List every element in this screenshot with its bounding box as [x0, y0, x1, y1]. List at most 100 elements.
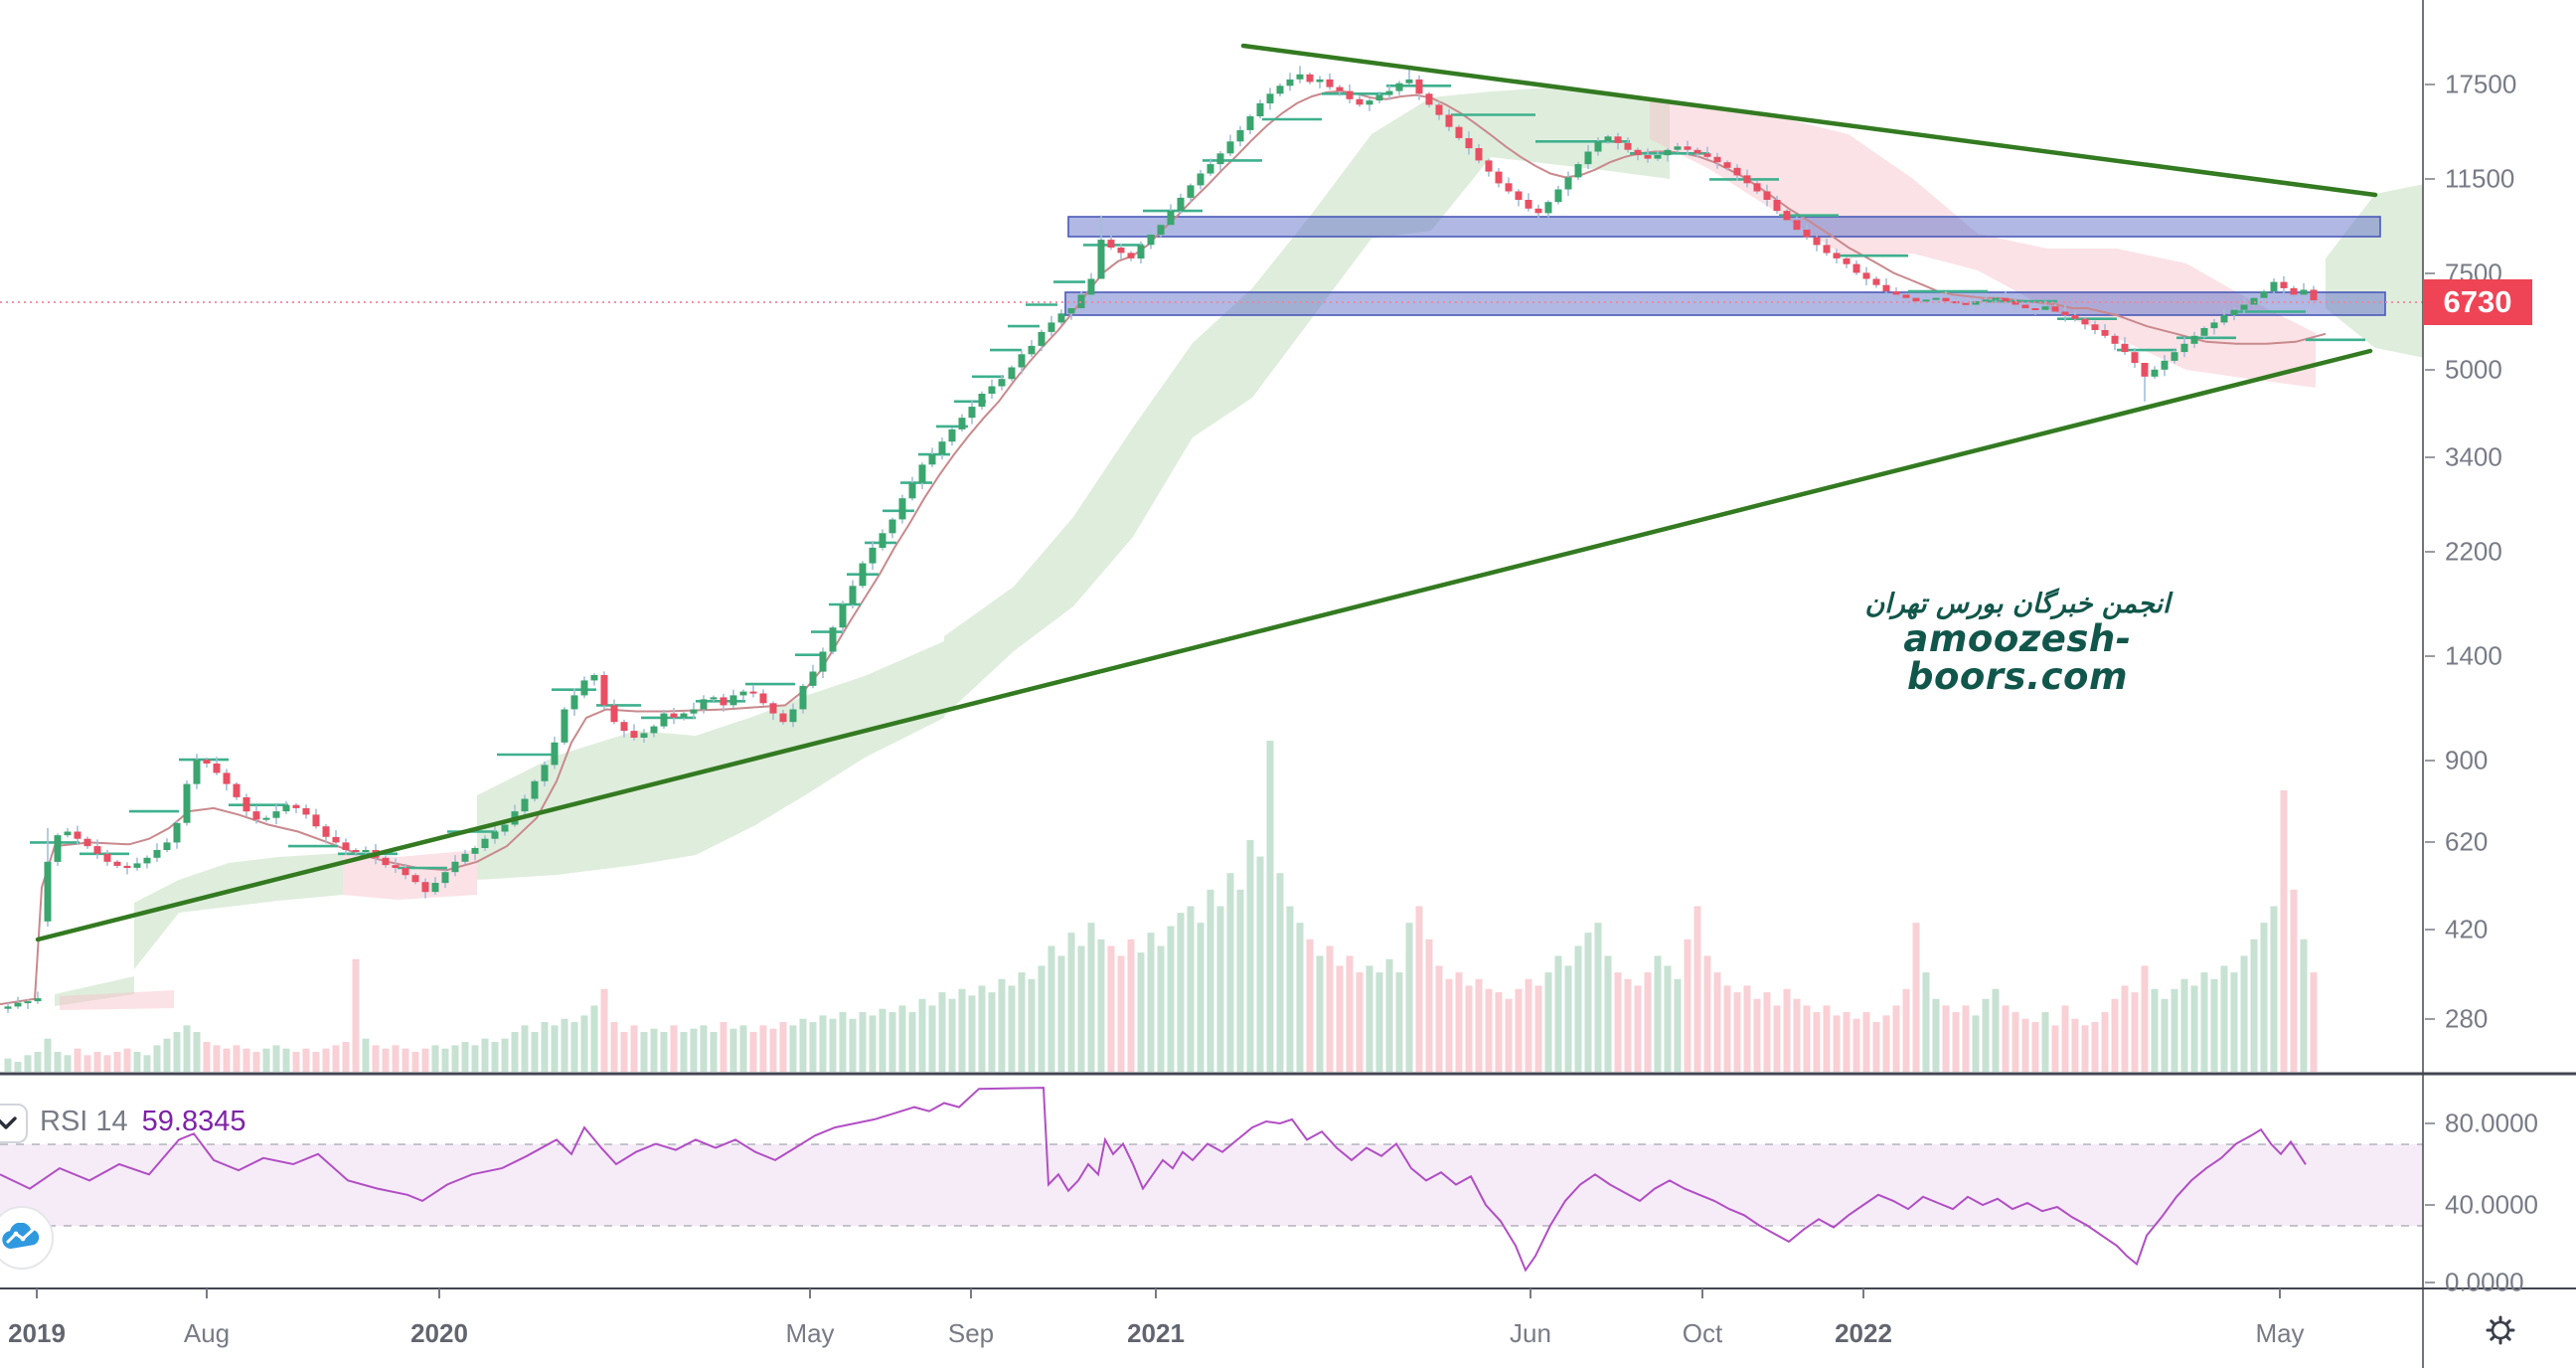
timezone-settings-button[interactable] [2483, 1312, 2518, 1348]
candle-body [2021, 304, 2029, 308]
volume-bar [2200, 972, 2208, 1072]
candle-body [1982, 299, 1990, 302]
volume-bar [1326, 945, 1334, 1072]
volume-bar [1167, 926, 1175, 1072]
candle-body [223, 772, 231, 784]
broker-logo-badge[interactable] [0, 1206, 54, 1270]
volume-bar [223, 1048, 231, 1072]
candle-body [600, 675, 608, 706]
volume-bar [14, 1062, 22, 1072]
volume-bar [431, 1045, 439, 1072]
candle-body [1187, 185, 1195, 198]
volume-bar [1932, 998, 1940, 1072]
candle-body [441, 872, 449, 884]
volume-bar [958, 988, 966, 1072]
candle-body [2210, 322, 2218, 329]
candle-body [302, 807, 310, 815]
volume-bar [352, 958, 360, 1072]
volume-bar [203, 1042, 211, 1072]
volume-bar [382, 1048, 390, 1072]
candle-body [1544, 202, 1552, 214]
rsi-collapse-button[interactable] [0, 1104, 28, 1143]
candle-body [819, 651, 827, 672]
candle-body [1763, 191, 1771, 200]
volume-bar [759, 1025, 767, 1072]
candle-body [2240, 304, 2248, 310]
volume-bar [2310, 972, 2318, 1072]
volume-bar [2210, 978, 2218, 1072]
volume-bar [1306, 939, 1314, 1072]
volume-bar [1753, 998, 1761, 1072]
candle-body [1475, 148, 1483, 161]
candle-body [1942, 297, 1950, 302]
volume-bar [4, 1058, 12, 1072]
time-axis-label: 2020 [410, 1318, 468, 1348]
candle-body [342, 842, 350, 850]
volume-bar [471, 1045, 479, 1072]
volume-bar [1574, 945, 1582, 1072]
candle-body [262, 817, 270, 820]
candle-body [1018, 354, 1026, 368]
volume-bar [1127, 939, 1135, 1072]
volume-bar [570, 1022, 578, 1072]
ichimoku-cloud-green [477, 641, 944, 880]
volume-bar [948, 998, 956, 1072]
candle-body [2180, 343, 2188, 353]
candle-body [392, 865, 400, 868]
volume-bar [1415, 906, 1423, 1072]
candle-body [1515, 191, 1523, 200]
time-axis-label: 2022 [1835, 1318, 1892, 1348]
volume-bar [809, 1022, 817, 1072]
candle-body [2151, 369, 2159, 377]
volume-bar [1266, 741, 1274, 1072]
volume-bar [1713, 972, 1721, 1072]
volume-bar [869, 1015, 877, 1072]
volume-bar [1038, 965, 1046, 1072]
price-axis-label: 5000 [2445, 354, 2502, 385]
candle-body [2061, 311, 2069, 316]
volume-bar [640, 1032, 648, 1072]
candle-body [1872, 278, 1880, 285]
candle-body [272, 811, 280, 818]
candle-body [1157, 225, 1165, 236]
volume-bar [680, 1032, 688, 1072]
volume-bar [1465, 985, 1473, 1072]
candle-body [2141, 363, 2149, 377]
volume-bar [2260, 923, 2268, 1072]
volume-bar [1813, 1012, 1821, 1072]
volume-bar [1495, 992, 1503, 1072]
candle-body [521, 798, 529, 812]
candle-body [908, 482, 916, 499]
candle-body [531, 780, 539, 799]
volume-bar [392, 1045, 400, 1072]
candle-body [2111, 335, 2119, 344]
volume-bar [2161, 998, 2169, 1072]
candle-body [670, 713, 678, 718]
candle-body [1207, 164, 1214, 174]
candle-body [720, 697, 727, 706]
candle-body [928, 454, 936, 465]
candle-body [64, 831, 72, 836]
volume-bar [1982, 998, 1990, 1072]
candle-body [660, 713, 668, 727]
candle-body [680, 713, 688, 718]
candle-body [1703, 153, 1711, 157]
rsi-indicator-value: 59.8345 [141, 1106, 246, 1137]
time-axis-label: 2019 [8, 1318, 66, 1348]
volume-bar [610, 1022, 618, 1072]
rsi-pane[interactable] [0, 1076, 2423, 1286]
volume-bar [193, 1032, 201, 1072]
volume-bar [1843, 1012, 1851, 1072]
volume-bar [1684, 939, 1691, 1072]
candle-body [779, 713, 787, 723]
volume-bar [1445, 978, 1453, 1072]
volume-bar [2101, 1012, 2109, 1072]
candle-body [590, 675, 598, 681]
candle-body [1962, 302, 1970, 305]
candle-body [1197, 173, 1205, 186]
volume-bar [1097, 939, 1105, 1072]
volume-bar [968, 995, 976, 1072]
candle-body [1177, 197, 1185, 212]
volume-bar [1018, 972, 1026, 1072]
